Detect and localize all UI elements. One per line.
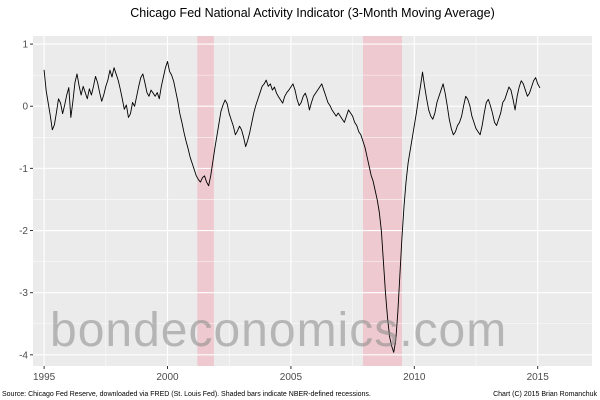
svg-text:0: 0 [22,102,28,113]
source-note: Source: Chicago Fed Reserve, downloaded … [2,391,371,398]
svg-text:2000: 2000 [156,372,179,383]
svg-text:-2: -2 [19,226,28,237]
svg-text:2015: 2015 [527,372,550,383]
svg-text:2005: 2005 [280,372,303,383]
copyright-note: Chart (C) 2015 Brian Romanchuk [493,391,597,398]
svg-text:-4: -4 [19,350,28,361]
svg-text:2010: 2010 [403,372,426,383]
svg-text:1: 1 [22,40,28,51]
svg-text:-1: -1 [19,164,28,175]
svg-text:1995: 1995 [33,372,56,383]
svg-text:-3: -3 [19,288,28,299]
chart-title: Chicago Fed National Activity Indicator … [130,6,495,20]
